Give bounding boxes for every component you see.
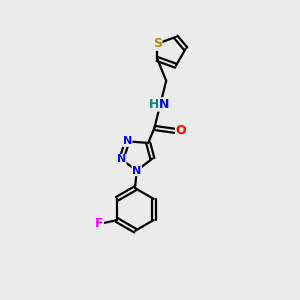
Text: N: N — [117, 154, 126, 164]
Text: O: O — [176, 124, 186, 137]
Text: N: N — [159, 98, 169, 111]
Text: F: F — [95, 217, 103, 230]
Text: N: N — [132, 166, 141, 176]
Text: N: N — [123, 136, 132, 146]
Text: H: H — [148, 98, 159, 111]
Text: S: S — [153, 37, 162, 50]
